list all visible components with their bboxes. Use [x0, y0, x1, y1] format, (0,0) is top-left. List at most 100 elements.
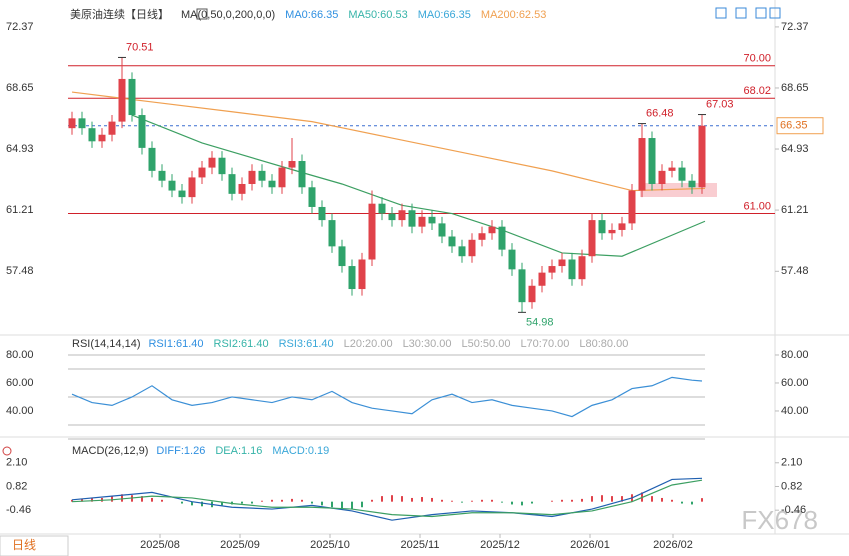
line — [71, 479, 703, 518]
candle-body — [618, 223, 626, 230]
macd-bar — [321, 501, 323, 506]
candle-body — [308, 187, 316, 207]
candle-body — [178, 190, 186, 198]
macd-bar — [491, 499, 493, 502]
tab[interactable] — [0, 535, 69, 556]
candle-body — [458, 246, 466, 257]
macd-bar — [461, 501, 463, 503]
candle-body — [668, 167, 676, 171]
x-tick-label: 2025/09 — [220, 539, 260, 551]
icon[interactable] — [769, 7, 781, 19]
candle-body — [548, 266, 556, 273]
legend-item: L20:20.00 — [344, 338, 393, 350]
candle-body — [528, 285, 536, 303]
candle-body — [678, 167, 686, 181]
candle-body — [638, 138, 646, 191]
icon[interactable] — [755, 7, 767, 19]
candle-body — [78, 118, 86, 129]
macd-bar — [331, 501, 333, 508]
icon[interactable] — [735, 7, 747, 19]
candle-body — [518, 269, 526, 303]
macd-bar — [111, 496, 113, 502]
macd-bar — [571, 499, 573, 502]
candle-body — [578, 256, 586, 280]
macd-bar — [251, 501, 253, 504]
macd-bar — [621, 496, 623, 502]
candle-body — [448, 236, 456, 247]
macd-bar — [181, 501, 183, 504]
candle-body — [488, 226, 496, 234]
candle-body — [318, 206, 326, 221]
candle-body — [688, 180, 696, 188]
candle-body — [348, 266, 356, 290]
y-tick-label: 2.10 — [781, 457, 802, 469]
macd-bar — [471, 500, 473, 502]
y-tick-label: 68.65 — [781, 82, 809, 94]
macd-bar — [481, 499, 483, 502]
macd-bar — [221, 501, 223, 506]
y-tick-label: 0.82 — [6, 480, 27, 492]
candle-body — [468, 239, 476, 257]
candle-body — [498, 226, 506, 250]
y-tick-label: 0.82 — [781, 480, 802, 492]
candle-body — [198, 167, 206, 178]
legend-item: MA0:66.35 — [285, 9, 338, 21]
icon[interactable] — [715, 7, 727, 19]
candle-body — [378, 203, 386, 214]
macd-bar — [511, 501, 513, 505]
macd-bar — [431, 497, 433, 502]
candle-body — [248, 170, 256, 184]
macd-bar — [521, 501, 523, 506]
candle-body — [588, 220, 596, 257]
macd-bar — [601, 495, 603, 502]
level-label: 68.02 — [743, 85, 771, 97]
y-tick-label: 64.93 — [781, 143, 809, 155]
level-label: 70.00 — [743, 53, 771, 65]
panel-title: MACD(26,12,9) — [72, 445, 148, 457]
candle-body — [68, 118, 76, 129]
candle-body — [88, 128, 96, 142]
candle-body — [148, 147, 156, 171]
y-tick-label: 40.00 — [781, 405, 809, 417]
indicator-icon — [196, 8, 208, 20]
y-tick-label: 60.00 — [781, 377, 809, 389]
toolbar-icons[interactable] — [715, 7, 781, 19]
legend-item: MA200:62.53 — [481, 9, 546, 21]
candle-body — [398, 210, 406, 221]
y-tick-label: 57.48 — [781, 265, 809, 277]
settings-icon[interactable] — [2, 446, 12, 456]
candle-body — [288, 161, 296, 168]
legend-item: MA0:66.35 — [418, 9, 471, 21]
y-tick-label: 61.21 — [6, 204, 34, 216]
macd-bar — [531, 501, 533, 504]
macd-bar — [611, 496, 613, 502]
macd-bar — [141, 496, 143, 502]
level-label: 61.00 — [743, 200, 771, 212]
y-tick-label: 64.93 — [6, 143, 34, 155]
tab-label[interactable]: 日线 — [12, 538, 36, 552]
candle-body — [698, 125, 706, 188]
candle-body — [158, 170, 166, 181]
macd-bar — [441, 499, 443, 502]
macd-bar — [341, 501, 343, 509]
legend-item: RSI2:61.40 — [214, 338, 269, 350]
macd-bar — [381, 496, 383, 502]
candle-body — [598, 220, 606, 234]
legend-item: L50:50.00 — [462, 338, 511, 350]
y-tick-label: 61.21 — [781, 204, 809, 216]
candle-body — [98, 134, 106, 142]
candle-body — [328, 220, 336, 247]
candle-body — [138, 115, 146, 148]
annotation-label: 66.48 — [646, 107, 674, 119]
line — [71, 477, 703, 521]
candle-body — [338, 246, 346, 267]
y-tick-label: 2.10 — [6, 457, 27, 469]
macd-bar — [681, 501, 683, 504]
macd-bar — [311, 501, 313, 504]
x-tick-label: 2026/01 — [570, 539, 610, 551]
macd-bar — [581, 498, 583, 502]
candle-body — [658, 170, 666, 184]
macd-bar — [651, 496, 653, 502]
candle-body — [608, 229, 616, 234]
x-tick-label: 2026/02 — [653, 539, 693, 551]
